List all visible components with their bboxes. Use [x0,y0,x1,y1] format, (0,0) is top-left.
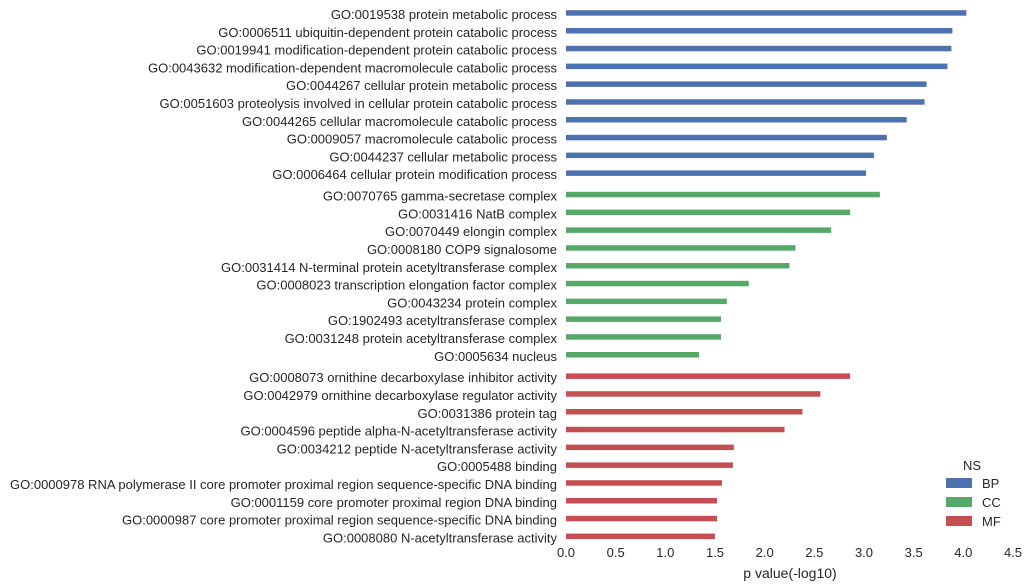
category-label: GO:0044267 cellular protein metabolic pr… [286,78,557,93]
category-label: GO:0031416 NatB complex [398,206,557,221]
x-tick-label: 4.0 [954,545,972,560]
bar-cc [566,334,721,340]
category-label: GO:0051603 proteolysis involved in cellu… [160,96,558,111]
bar-cc [566,352,700,358]
legend-swatch-bp [946,478,972,488]
legend-swatch-mf [946,516,972,526]
legend: NS BP CC MF [946,458,1001,529]
bar-cc [566,316,721,322]
category-label: GO:1902493 acetyltransferase complex [328,313,558,328]
bar-mf [566,373,851,379]
bar-cc [566,209,851,216]
bar-cc [566,191,880,198]
legend-label-mf: MF [982,514,1001,529]
bar-cc [566,263,790,269]
bar-mf [566,444,734,451]
bar-bp [566,45,952,52]
bar-cc [566,280,749,287]
bar-cc [566,227,832,233]
category-label: GO:0031386 protein tag [418,406,558,421]
x-tick-label: 2.0 [756,545,774,560]
category-label: GO:0019941 modification-dependent protei… [196,43,557,58]
bar-bp [566,170,866,176]
category-label: GO:0008073 ornithine decarboxylase inhib… [249,370,557,385]
category-label: GO:0006511 ubiquitin-dependent protein c… [218,25,557,40]
category-label: GO:0008180 COP9 signalosome [367,242,557,257]
bar-cc [566,245,796,251]
category-label: GO:0001159 core promoter proximal region… [231,495,557,510]
category-label: GO:0031414 N-terminal protein acetyltran… [221,260,557,275]
x-tick-label: 0.5 [607,545,625,560]
x-axis-ticks: 0.0 0.5 1.0 1.5 2.0 2.5 3.0 3.5 4.0 4.5 [557,545,1022,560]
bar-mf [566,480,722,486]
category-label: GO:0000978 RNA polymerase II core promot… [10,477,557,492]
bar-mf [566,462,733,468]
category-label: GO:0070449 elongin complex [385,224,558,239]
category-label: GO:0009057 macromolecule catabolic proce… [287,132,558,147]
x-tick-label: 3.0 [855,545,873,560]
bar-bp [566,28,953,34]
x-tick-label: 3.5 [905,545,923,560]
bar-bp [566,134,887,141]
category-label: GO:0034212 peptide N-acetyltransferase a… [277,441,558,456]
category-label: GO:0004596 peptide alpha-N-acetyltransfe… [240,424,557,439]
category-label: GO:0019538 protein metabolic process [331,7,558,22]
bar-mf [566,533,715,540]
legend-label-cc: CC [982,495,1001,510]
x-tick-label: 1.0 [656,545,674,560]
category-label: GO:0043632 modification-dependent macrom… [148,60,558,75]
legend-label-bp: BP [982,476,999,491]
bar-bp [566,10,967,16]
bar-cc [566,298,727,305]
bar-mf [566,498,717,504]
bar-mf [566,426,785,433]
category-label: GO:0008080 N-acetyltransferase activity [323,530,558,545]
category-label: GO:0000987 core promoter proximal region… [122,513,557,528]
x-tick-label: 0.0 [557,545,575,560]
bar-bp [566,63,948,70]
bar-bp [566,152,874,159]
category-label: GO:0044237 cellular metabolic process [329,149,557,164]
legend-title: NS [963,458,981,473]
category-label: GO:0005634 nucleus [434,349,557,364]
category-label: GO:0070765 gamma-secretase complex [323,189,558,204]
category-label: GO:0006464 cellular protein modification… [272,167,557,182]
category-label: GO:0005488 binding [437,459,557,474]
category-labels: GO:0019538 protein metabolic process GO:0… [10,7,558,545]
x-tick-label: 1.5 [706,545,724,560]
category-label: GO:0031248 protein acetyltransferase com… [285,331,558,346]
bars [566,10,967,540]
x-tick-label: 4.5 [1004,545,1022,560]
category-label: GO:0043234 protein complex [387,295,557,310]
bar-bp [566,81,927,87]
bar-mf [566,409,803,415]
category-label: GO:0042979 ornithine decarboxylase regul… [243,388,557,403]
x-axis-title: p value(-log10) [743,565,836,581]
x-tick-label: 2.5 [805,545,823,560]
legend-swatch-cc [946,497,972,507]
bar-bp [566,99,925,105]
bar-mf [566,515,717,522]
category-label: GO:0008023 transcription elongation fact… [256,278,557,293]
bar-mf [566,391,821,397]
category-label: GO:0044265 cellular macromolecule catabo… [242,114,558,129]
bar-bp [566,117,907,123]
